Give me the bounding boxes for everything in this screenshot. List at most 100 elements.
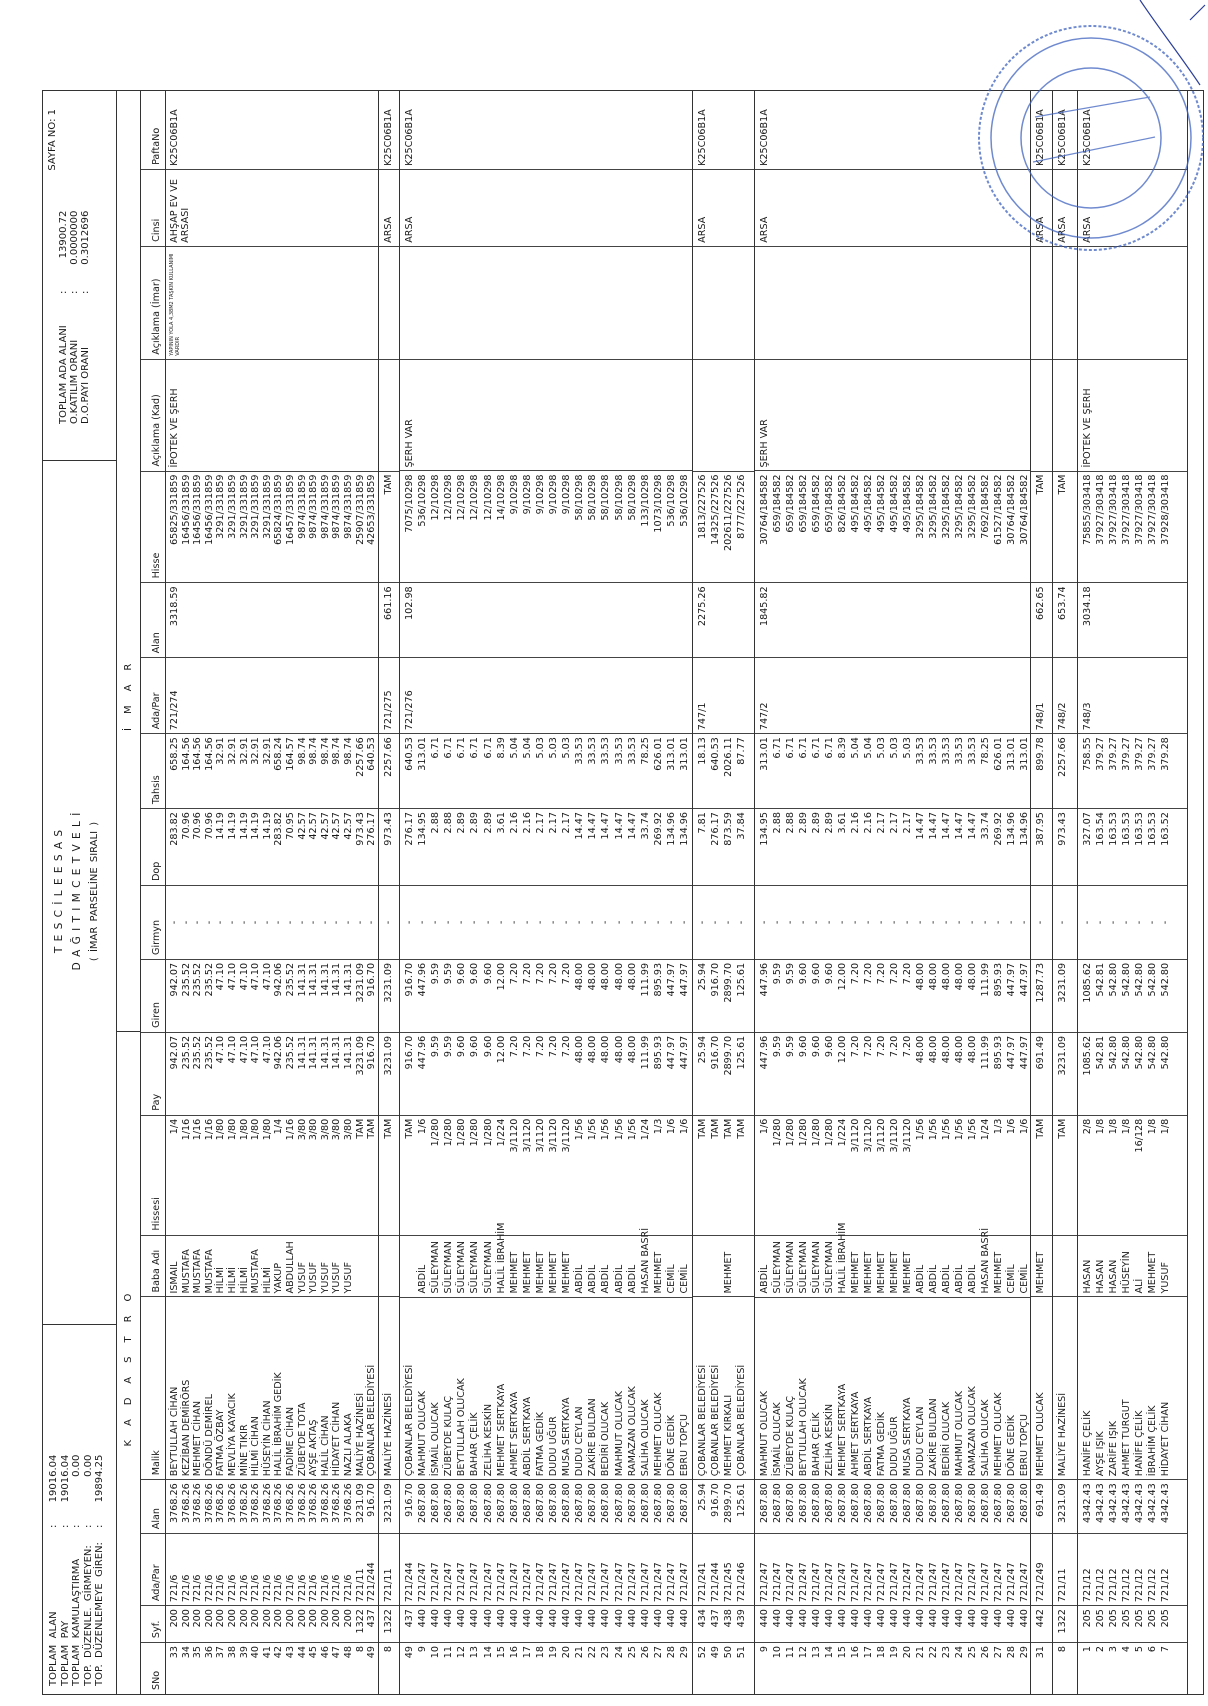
- kadastro-ada-par: 721/12: [1134, 1568, 1145, 1603]
- ada-total-line: D.O.PAYI ORANI: 0.3012696: [80, 99, 91, 424]
- hissesi: 1/80: [250, 1118, 262, 1141]
- giren: 916.70: [404, 962, 415, 997]
- hissesi: 3/80: [319, 1118, 331, 1141]
- dop: 2.89: [798, 812, 809, 834]
- imar-hisse: 16456/331859: [192, 474, 204, 545]
- pay: 47.10: [238, 1035, 250, 1064]
- malik: ZELİHA KESKİN: [824, 1403, 835, 1477]
- syf: 205: [1108, 1609, 1119, 1628]
- syf: 200: [319, 1609, 331, 1628]
- kadastro-alan: 2687.80: [889, 1483, 900, 1523]
- column-cell: 973.43: [1053, 808, 1077, 886]
- tahsis: 5.03: [902, 737, 913, 759]
- aciklama-kad: İPOTEK VE ŞERH: [169, 388, 180, 468]
- tahsis: 5.04: [521, 737, 533, 759]
- pay: 48.00: [941, 1035, 952, 1064]
- table-footer-space: [1188, 91, 1203, 1694]
- hissesi: 1/24: [639, 1118, 651, 1141]
- cinsi: ARSA: [1035, 216, 1046, 243]
- pay: 942.06: [273, 1035, 285, 1070]
- tahsis: 658.24: [273, 737, 285, 771]
- column-cell: 437 440 440 440 440 440 440 440 440 440 440 440 440 4…: [400, 1605, 692, 1643]
- baba-adi: ABDİL: [915, 1264, 926, 1294]
- malik: DÖNDÜ DEMİREL: [203, 1394, 215, 1477]
- column-cell: 899.78: [1031, 733, 1052, 809]
- syf: 437: [366, 1609, 378, 1628]
- column-cell: 25.94 916.70 2899.70 125.61: [693, 958, 754, 1032]
- column-cell: 916.70 447.96 9.59 9.59 9.60 9.60 9.60 12.00 7.2…: [400, 1031, 692, 1115]
- tahsis: 32.91: [250, 737, 262, 765]
- kadastro-ada-par: 721/247: [456, 1562, 468, 1603]
- dop: 42.57: [319, 812, 331, 840]
- column-header: Tahsis: [141, 733, 165, 809]
- column-header: PaftaNo: [151, 127, 162, 165]
- baba-adi: MUSTAFA: [192, 1249, 204, 1294]
- column-cell: 942.07 235.52 235.52 235.52 47.10 47.10 47.10 4…: [166, 958, 378, 1032]
- kadastro-alan: 3231.09: [1057, 1483, 1068, 1523]
- tahsis: 640.53: [404, 737, 415, 771]
- imar-hisse: 75855/303418: [1082, 474, 1093, 545]
- ada-total-label: TOPLAM ADA ALANI: [58, 325, 69, 424]
- dop: 387.95: [1035, 812, 1046, 846]
- syf: 437: [404, 1609, 415, 1628]
- total-value: 19894.25: [94, 1454, 105, 1503]
- tahsis: 6.71: [430, 737, 442, 759]
- girmyn: -: [383, 920, 394, 925]
- sno: 18: [534, 1646, 546, 1659]
- column-cell: ŞERH VAR: [400, 358, 692, 471]
- column-cell: 748/1: [1031, 657, 1052, 734]
- malik: SALİHA OLUCAK: [639, 1399, 651, 1477]
- baba-adi: SÜLEYMAN: [824, 1241, 835, 1294]
- malik: ÇOBANLAR BELEDİYESİ: [697, 1364, 708, 1477]
- column-cell: HASAN HASAN HASAN HÜSEYİN ALİ MEHMET YUSUF: [1078, 1234, 1187, 1297]
- malik: MALİYE HAZİNESİ: [1057, 1392, 1068, 1477]
- tahsis: 899.78: [1035, 737, 1046, 771]
- pay: 9.59: [772, 1035, 783, 1058]
- parcel-block: 1 2 3 4 5 6 7 205 205 205 205 205 205 205 721/12 721/12…: [1078, 91, 1188, 1694]
- pay: 9.59: [430, 1035, 442, 1058]
- kadastro-ada-par: 721/247: [600, 1562, 612, 1603]
- column-cell: 721/241 721/244 721/245 721/246: [693, 1533, 754, 1606]
- column-cell: [379, 1234, 399, 1297]
- kadastro-ada-par: 721/247: [443, 1562, 455, 1603]
- column-cell: 276.17 134.95 2.88 2.88 2.89 2.89 2.89 3.61 2.16…: [400, 808, 692, 885]
- syf: 440: [587, 1609, 599, 1628]
- pay: 3231.09: [354, 1035, 366, 1076]
- kadastro-alan: 3768.26: [331, 1483, 343, 1523]
- imar-hisse: 37927/303418: [1095, 474, 1106, 545]
- imar-hisse: 16456/331859: [180, 474, 192, 545]
- sno: 37: [215, 1646, 227, 1659]
- kadastro-alan: 3768.26: [261, 1483, 273, 1523]
- girmyn: -: [521, 920, 533, 925]
- pay: 542.80: [1108, 1035, 1119, 1070]
- sno: 12: [456, 1646, 468, 1659]
- kadastro-ada-par: 721/247: [954, 1562, 965, 1603]
- pay: 48.00: [626, 1035, 638, 1064]
- malik: DÖNE GEDİK: [665, 1415, 677, 1477]
- column-cell: [1053, 1234, 1077, 1297]
- baba-adi: SÜLEYMAN: [469, 1241, 481, 1294]
- girmyn: -: [574, 920, 586, 925]
- total-label: TOPLAM ALAN: [48, 1611, 59, 1686]
- sno: 27: [993, 1646, 1004, 1659]
- hissesi: 1/56: [941, 1118, 952, 1141]
- giren: 7.20: [889, 962, 900, 985]
- column-cell: K25C06B1A: [755, 91, 1030, 169]
- malik: MİNE TIKIR: [238, 1424, 250, 1477]
- sno: 16: [508, 1646, 520, 1659]
- kadastro-ada-par: 721/6: [319, 1574, 331, 1603]
- cinsi: ARSA: [697, 216, 708, 243]
- imar-hisse: 16457/331859: [284, 474, 296, 545]
- kadastro-ada-par: 721/247: [798, 1562, 809, 1603]
- tahsis: 5.03: [548, 737, 560, 759]
- giren: 9.60: [469, 962, 481, 985]
- column-cell: 721/6 721/6 721/6 721/6 721/6 721/6 721/6 721/6…: [166, 1533, 378, 1606]
- column-cell: 721/276: [400, 657, 692, 734]
- column-cell: 7.81 276.17 873.59 37.84: [693, 808, 754, 886]
- dop: 33.74: [980, 812, 991, 840]
- hissesi: TAM: [1035, 1118, 1046, 1139]
- column-header: Pay: [141, 1031, 165, 1115]
- girmyn: -: [354, 920, 366, 925]
- column-cell: K25C06B1A: [693, 91, 754, 169]
